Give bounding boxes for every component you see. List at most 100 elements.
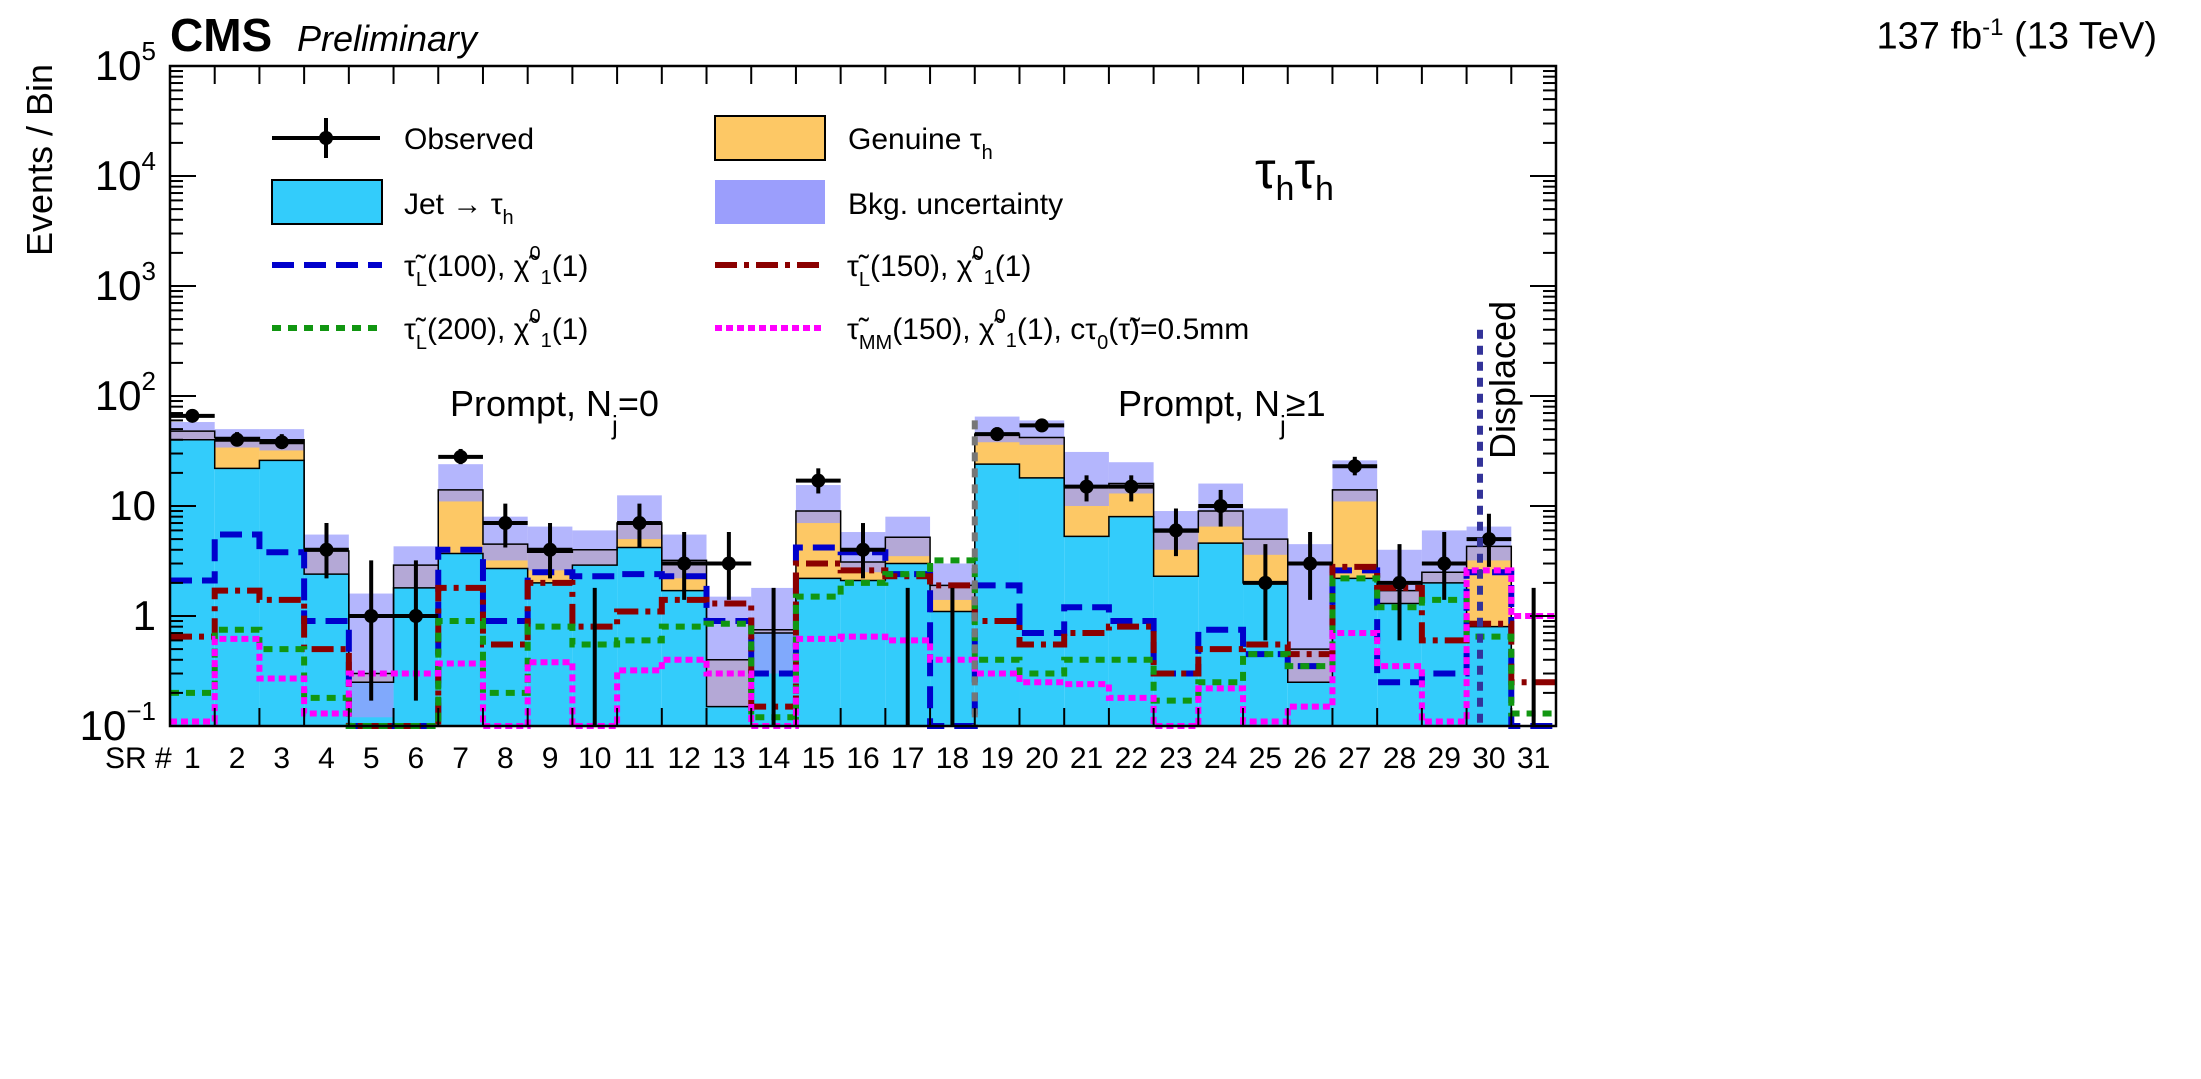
jet-bar-30 xyxy=(1466,626,1512,726)
region-label-prompt-nj1-part: ≥1 xyxy=(1286,383,1326,424)
legend-genuine-label-part: Genuine τ xyxy=(848,123,982,156)
x-tick-label-12: 12 xyxy=(667,742,700,775)
x-tick-label-28: 28 xyxy=(1383,742,1416,775)
legend-signal-MM150-label-part: 1 xyxy=(1006,330,1017,352)
y-tick-label-part: 3 xyxy=(142,256,156,286)
x-axis-label: SR # xyxy=(105,742,172,775)
observed-point-23 xyxy=(1168,523,1183,538)
x-tick-label-20: 20 xyxy=(1025,742,1058,775)
observed-point-21 xyxy=(1079,479,1094,494)
legend-genuine-swatch xyxy=(714,115,826,161)
region-label-displaced: Displaced xyxy=(1482,301,1523,459)
y-tick-label-part: 2 xyxy=(142,366,156,396)
y-tick-label-part: 10 xyxy=(95,152,142,199)
observed-point-24 xyxy=(1213,499,1228,513)
legend-signal-L200-label-part: 0 xyxy=(529,306,540,328)
channel-label-part: h xyxy=(1315,170,1334,208)
y-axis-label: Events / Bin xyxy=(19,64,60,256)
region-label-prompt-nj1-part: j xyxy=(1279,410,1286,440)
legend-signal-L100-label-part: (1) xyxy=(552,250,589,283)
legend-genuine-label-part: h xyxy=(982,142,993,164)
channel-label-part: τ xyxy=(1255,142,1276,200)
jet-bar-20 xyxy=(1019,477,1065,726)
observed-point-6 xyxy=(408,609,423,623)
x-tick-label-8: 8 xyxy=(497,742,514,775)
observed-point-20 xyxy=(1034,418,1049,433)
legend-signal-L200-label-part: 1 xyxy=(541,330,552,352)
x-tick-label-24: 24 xyxy=(1204,742,1237,775)
channel-label-part: h xyxy=(1276,170,1295,208)
observed-point-2 xyxy=(230,432,245,447)
observed-point-22 xyxy=(1124,479,1139,494)
jet-bar-16 xyxy=(840,580,886,726)
jet-bar-15 xyxy=(795,578,841,726)
legend-signal-L200-label-part: L xyxy=(416,332,427,354)
legend-uncertainty-label: Bkg. uncertainty xyxy=(848,188,1063,221)
x-tick-label-29: 29 xyxy=(1428,742,1461,775)
genuine-bar-27 xyxy=(1332,489,1378,579)
observed-point-5 xyxy=(364,609,379,623)
jet-bar-9 xyxy=(527,582,573,726)
region-label-prompt-nj0-part: Prompt, N xyxy=(450,383,612,424)
y-tick-label-part: 1 xyxy=(133,592,156,639)
legend-signal-L200-label: τ̃L(200), χ̃01(1) xyxy=(404,306,588,354)
legend-signal-L100-label-part: (100), χ̃ xyxy=(427,250,540,283)
legend-signal-MM150-label-part: MM xyxy=(859,332,892,354)
legend-signal-L150-label-part: (1) xyxy=(995,250,1032,283)
x-tick-label-22: 22 xyxy=(1115,742,1148,775)
uncertainty-band-10 xyxy=(572,530,618,566)
legend-signal-L150-label-part: L xyxy=(859,269,870,291)
x-tick-label-1: 1 xyxy=(184,742,201,775)
observed-point-13 xyxy=(721,556,736,571)
legend-signal-MM150-label: τ̃MM(150), χ̃01(1), cτ0(τ̃)=0.5mm xyxy=(847,306,1249,354)
y-tick-label-part: 10 xyxy=(80,702,127,749)
legend-signal-MM150-label-part: (150), χ̃ xyxy=(892,313,1005,346)
legend-genuine-label: Genuine τh xyxy=(848,123,993,164)
signal-L150-line xyxy=(170,560,1556,729)
observed-point-30 xyxy=(1481,532,1496,547)
y-tick-label: 1 xyxy=(133,592,156,639)
observed-point-15 xyxy=(811,473,826,488)
uncertainty-band-17 xyxy=(885,516,931,557)
legend-jet-label: Jet → τh xyxy=(404,188,514,229)
signal-MM150-line xyxy=(170,567,1556,729)
x-tick-label-17: 17 xyxy=(891,742,924,775)
observed-point-3 xyxy=(274,435,289,450)
legend-signal-L100-label: τ̃L(100), χ̃01(1) xyxy=(404,243,588,291)
x-tick-label-5: 5 xyxy=(363,742,380,775)
legend-jet-label-part: Jet → τ xyxy=(404,188,503,221)
x-tick-label-9: 9 xyxy=(542,742,559,775)
luminosity-label: 137 fb-1 (13 TeV) xyxy=(1877,14,2158,59)
observed-point-4 xyxy=(319,542,334,557)
legend-signal-MM150-label-part: 0 xyxy=(1097,332,1108,354)
x-tick-label-7: 7 xyxy=(452,742,469,775)
observed-point-9 xyxy=(543,542,558,557)
legend-signal-L200-label-part: (200), χ̃ xyxy=(427,313,540,346)
x-tick-label-13: 13 xyxy=(712,742,745,775)
region-label-prompt-nj0: Prompt, Nj=0 xyxy=(450,383,659,440)
region-label-prompt-nj0-part: =0 xyxy=(618,383,659,424)
experiment-label: CMS xyxy=(170,9,273,61)
x-tick-label-21: 21 xyxy=(1070,742,1103,775)
region-label-prompt-nj1: Prompt, Nj≥1 xyxy=(1118,383,1326,440)
jet-bar-3 xyxy=(259,460,305,726)
observed-point-25 xyxy=(1258,575,1273,590)
jet-bar-11 xyxy=(617,547,662,726)
legend-observed-marker xyxy=(319,131,333,145)
y-tick-label-part: 10 xyxy=(109,482,156,529)
y-tick-label: 103 xyxy=(95,256,156,309)
legend-signal-L100-label-part: L xyxy=(416,269,427,291)
lumi-exponent: -1 xyxy=(1982,14,2004,41)
legend-jet-label-part: h xyxy=(503,207,514,229)
legend-signal-L150-label-part: 0 xyxy=(972,243,983,265)
legend-signal-MM150-label-part: 0 xyxy=(995,306,1006,328)
observed-point-1 xyxy=(185,408,200,423)
lumi-value: 137 fb xyxy=(1876,15,1983,58)
x-tick-label-27: 27 xyxy=(1338,742,1371,775)
legend-signal-L150-label-part: (150), χ̃ xyxy=(870,250,983,283)
observed-point-27 xyxy=(1347,459,1362,474)
x-tick-label-19: 19 xyxy=(980,742,1013,775)
legend-uncertainty-swatch xyxy=(715,180,825,224)
y-tick-label: 10−1 xyxy=(80,696,156,749)
